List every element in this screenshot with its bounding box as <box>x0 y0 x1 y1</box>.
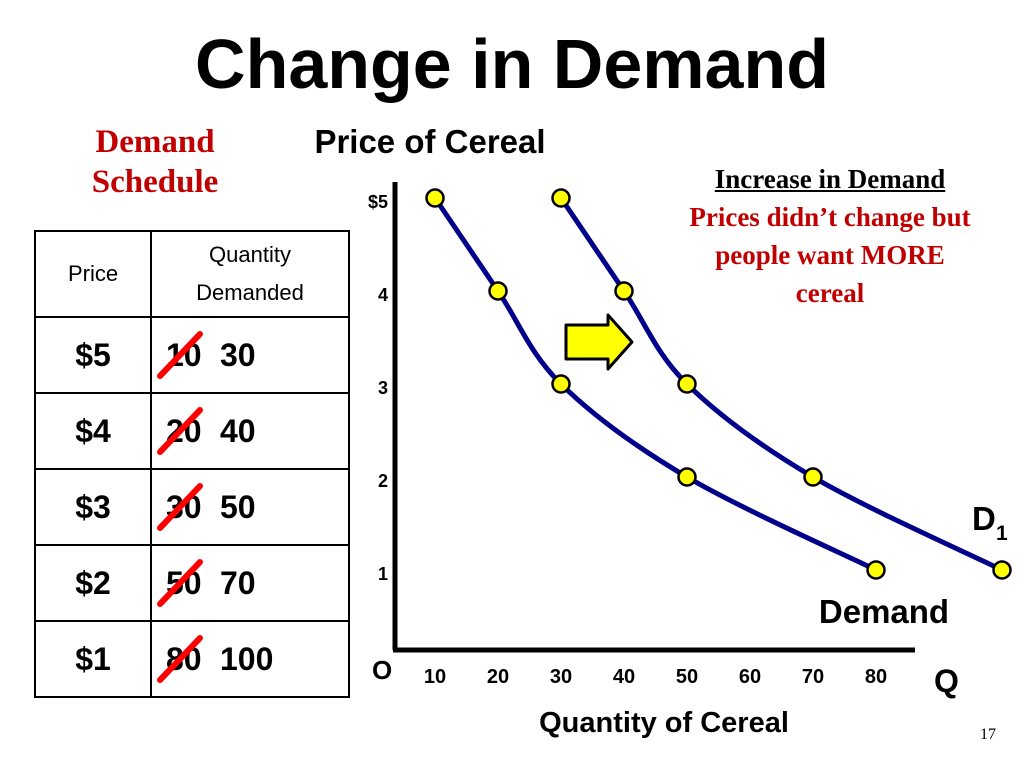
demand-point <box>866 560 886 580</box>
new-quantity: 40 <box>220 412 256 449</box>
header-quantity-line1: Quantity <box>209 242 291 267</box>
demand-curve <box>432 195 879 573</box>
x-tick-label: 40 <box>613 666 635 688</box>
demand-point <box>425 188 445 208</box>
x-tick-label: 20 <box>487 666 509 688</box>
table-row: $4 2040 <box>34 392 350 470</box>
chart-curves <box>432 195 1005 573</box>
price-cell: $5 <box>34 316 152 394</box>
demand-point <box>488 281 508 301</box>
demand-point <box>551 374 571 394</box>
chart-labels: 1 2 3 4 $5 10 20 30 40 50 60 70 80 O Q Quantity of Cere… <box>368 192 1008 739</box>
series-label-demand: Demand <box>819 593 949 630</box>
table-row: $3 3050 <box>34 468 350 546</box>
chart-axes <box>392 182 915 653</box>
slide-title: Change in Demand <box>195 25 829 103</box>
strikethrough-mark <box>157 635 203 683</box>
strikethrough-mark <box>157 559 203 607</box>
increase-demand-note: Increase in Demand Prices didn’t change … <box>630 160 1024 312</box>
x-axis-title: Quantity of Cereal <box>539 707 789 739</box>
new-quantity: 50 <box>220 488 256 525</box>
strikethrough-mark <box>157 407 203 455</box>
demand-schedule-table: Price Quantity Demanded $5 1030 $4 2040 … <box>34 230 350 698</box>
table-header-row: Price Quantity Demanded <box>34 230 350 318</box>
note-line1: Prices didn’t change but <box>689 202 971 232</box>
d1-point <box>614 281 634 301</box>
d1-point <box>992 560 1012 580</box>
x-tick-label: 30 <box>550 666 572 688</box>
d1-curve <box>558 195 1005 573</box>
schedule-label: Demand Schedule <box>40 122 270 202</box>
price-cell: $3 <box>34 468 152 546</box>
y-tick-label: 4 <box>378 285 388 305</box>
demand-point <box>677 467 697 487</box>
note-line3: cereal <box>795 278 865 308</box>
note-line2: people want MORE <box>715 240 945 270</box>
slide-number: 17 <box>980 726 996 743</box>
x-tick-label: 10 <box>424 666 446 688</box>
table-row: $5 1030 <box>34 316 350 394</box>
d1-point <box>677 374 697 394</box>
y-tick-label: 1 <box>378 564 388 584</box>
table-row: $1 80100 <box>34 620 350 698</box>
y-tick-label: 2 <box>378 471 388 491</box>
x-tick-label: 50 <box>676 666 698 688</box>
quantity-cell: 80100 <box>150 620 350 698</box>
quantity-cell: 3050 <box>150 468 350 546</box>
x-tick-label: 70 <box>802 666 824 688</box>
new-quantity: 70 <box>220 564 256 601</box>
new-quantity: 100 <box>220 640 274 677</box>
price-cell: $1 <box>34 620 152 698</box>
note-heading: Increase in Demand <box>714 164 946 194</box>
d1-point <box>551 188 571 208</box>
shift-arrow-icon <box>564 313 634 371</box>
price-cell: $4 <box>34 392 152 470</box>
schedule-label-line1: Demand <box>95 124 215 160</box>
chart-title: Price of Cereal <box>314 123 546 160</box>
series-label-d1-subscript: 1 <box>996 522 1008 545</box>
table-row: $2 5070 <box>34 544 350 622</box>
x-tick-label: 60 <box>739 666 761 688</box>
y-tick-label: $5 <box>368 192 388 212</box>
price-cell: $2 <box>34 544 152 622</box>
chart-points <box>425 188 1012 580</box>
d1-point <box>803 467 823 487</box>
quantity-cell: 2040 <box>150 392 350 470</box>
new-quantity: 30 <box>220 336 256 373</box>
strikethrough-mark <box>157 331 203 379</box>
origin-label: O <box>372 655 392 685</box>
quantity-cell: 1030 <box>150 316 350 394</box>
x-axis-letter: Q <box>934 663 959 699</box>
header-quantity-line2: Demanded <box>196 280 304 305</box>
x-tick-label: 80 <box>865 666 887 688</box>
quantity-cell: 5070 <box>150 544 350 622</box>
series-label-d1: D <box>972 500 996 537</box>
header-price: Price <box>34 230 152 318</box>
schedule-label-line2: Schedule <box>91 164 219 200</box>
strikethrough-mark <box>157 483 203 531</box>
header-quantity: Quantity Demanded <box>150 230 350 318</box>
y-tick-label: 3 <box>378 378 388 398</box>
